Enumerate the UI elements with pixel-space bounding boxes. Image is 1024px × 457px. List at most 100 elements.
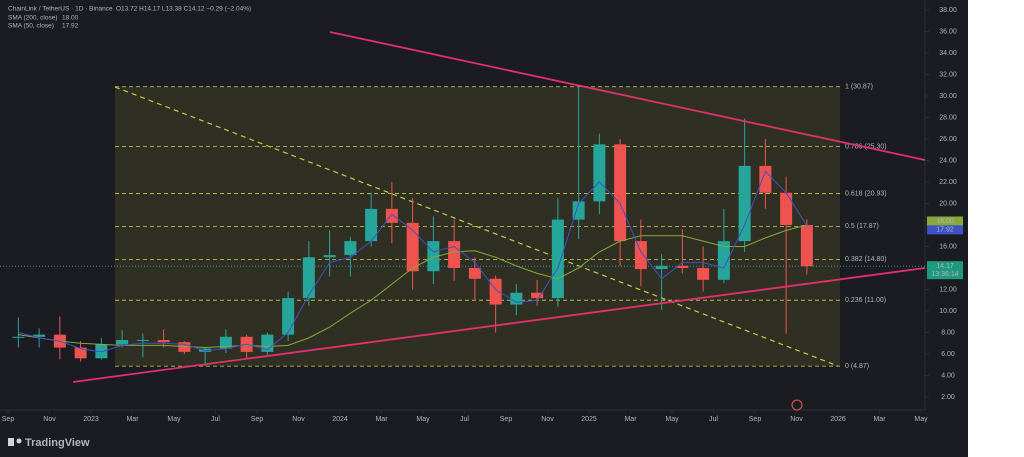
candle-body [717,241,730,280]
candle-body [344,241,357,256]
y-tick-label: 28.00 [939,114,957,121]
y-tick-label: 4.00 [941,372,955,379]
candle-body [800,225,813,267]
candle-body [365,208,378,242]
y-tick-label: 30.00 [939,93,957,100]
last-price-label: 14.17 [936,263,954,270]
price-tag [927,216,963,226]
x-tick-label: May [665,416,679,423]
x-tick-label: Mar [126,416,139,423]
fib-label: 0.236 (11.00) [845,297,886,304]
candle-body [780,192,793,225]
candle-body [74,347,87,359]
logo-mark [8,438,14,446]
candle-body [676,265,689,268]
candle-body [655,265,668,270]
x-tick-label: Jul [709,416,718,423]
candle-body [572,201,585,220]
candle-body [157,340,170,343]
symbol-title: ChainLink / TetherUS · 1D · Binance [8,6,113,13]
fib-label: 0.618 (20.93) [845,190,887,197]
x-tick-label: Nov [43,416,56,423]
countdown: 13:36:14 [931,271,958,278]
fib-label: 0.5 (17.87) [845,223,879,230]
logo-dot [16,438,22,444]
x-tick-label: Sep [251,416,264,423]
y-tick-label: 10.00 [939,308,957,315]
price-tag-label: 18.00 [936,218,954,225]
y-tick-label: 24.00 [939,157,957,164]
x-tick-label: Mar [375,416,388,423]
dashed-diagonal [114,86,839,367]
x-tick-label: 2025 [581,416,597,423]
candle-body [116,340,129,345]
sma-line [18,224,808,349]
candle-body [448,241,461,268]
sma-line [18,170,808,353]
ohlc-readout: O13.72 H14.17 L13.38 C14.12 −0.29 (−2.04… [116,6,251,13]
candle-body [33,334,46,337]
x-tick-label: Mar [873,416,886,423]
x-tick-label: May [914,416,928,423]
x-tick-label: 2024 [332,416,348,423]
y-tick-label: 16.00 [939,243,957,250]
candle-body [634,241,647,270]
y-tick-label: 26.00 [939,136,957,143]
candle-body [406,222,419,272]
legend: SMA (200, close) 18.00 SMA (50, close) 17.9… [8,15,79,30]
y-tick-label: 2.00 [941,394,955,401]
candle-body [593,144,606,202]
candle-body [759,165,772,193]
candle-body [738,165,751,242]
x-tick-label: Nov [541,416,554,423]
candle-body [531,292,544,299]
legend-name: SMA (50, close) [8,23,54,30]
event-icon[interactable] [791,399,803,411]
x-tick-label: 2023 [83,416,99,423]
candle-body [302,257,315,299]
last-price-tag [927,261,963,280]
x-tick-label: Nov [292,416,305,423]
fib-label: 1 (30.87) [845,83,873,90]
candle-body [12,336,25,338]
candle-body [219,336,232,349]
price-tag-label: 17.92 [936,227,954,234]
brand: TradingView [25,437,90,449]
candle-body [199,348,212,352]
y-tick-label: 38.00 [939,7,957,14]
x-tick-label: Jul [211,416,220,423]
candle-body [178,342,191,352]
candle-body [468,268,481,279]
candle-body [697,268,710,280]
y-tick-label: 22.00 [939,179,957,186]
axis: 2.004.006.008.0010.0012.0014.0016.0018.0… [2,7,963,423]
candle-body [282,298,295,335]
candle-body [510,292,523,305]
y-tick-label: 8.00 [941,329,955,336]
candle-body [614,144,627,242]
x-tick-label: Jul [460,416,469,423]
fib-label: 0 (4.87) [845,363,869,370]
x-tick-label: May [167,416,181,423]
candle-body [323,255,336,258]
price-tag [927,225,963,235]
y-tick-label: 6.00 [941,351,955,358]
legend-value: 18.00 [62,15,79,22]
y-tick-label: 34.00 [939,50,957,57]
legend-name: SMA (200, close) [8,15,58,22]
x-tick-label: Nov [790,416,803,423]
x-tick-label: May [416,416,430,423]
legend-value: 17.92 [62,23,79,30]
plot [0,86,925,367]
candle-body [385,208,398,223]
x-tick-label: Sep [2,416,15,423]
candle-body [136,340,149,342]
y-tick-label: 36.00 [939,28,957,35]
fib-label: 0.382 (14.80) [845,256,887,263]
x-tick-label: Sep [749,416,762,423]
candle-body [95,344,108,359]
upper-trendline [329,31,926,161]
candle-body [551,219,564,299]
